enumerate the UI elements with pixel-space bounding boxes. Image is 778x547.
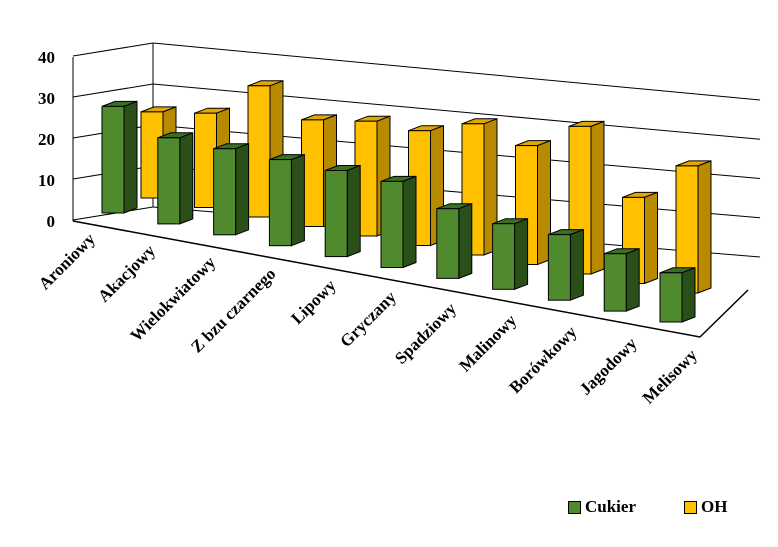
floor-edge xyxy=(72,220,749,338)
bar-cukier-9 xyxy=(603,247,640,312)
bar-oh-10 xyxy=(675,160,712,294)
y-tick-label: 30 xyxy=(38,89,55,108)
gridline xyxy=(152,83,761,140)
legend-swatch-oh xyxy=(684,500,697,514)
legend-swatch-cukier xyxy=(568,500,581,514)
bar-cukier-7 xyxy=(492,217,529,291)
legend-item-oh: OH xyxy=(684,497,727,517)
legend-label-oh: OH xyxy=(701,497,728,516)
bar-cukier-0 xyxy=(101,100,138,214)
x-tick-label: Melisowy xyxy=(639,345,702,408)
y-tick-label: 10 xyxy=(38,171,55,190)
legend-label-cukier: Cukier xyxy=(585,497,636,516)
bar-cukier-4 xyxy=(324,164,361,258)
x-tick-label: Aroniowy xyxy=(35,229,99,293)
y-axis-ticks: 0 10 20 30 40 xyxy=(38,48,55,231)
legend: Cukier OH xyxy=(568,497,727,517)
y-tick-label: 20 xyxy=(38,130,55,149)
x-tick-label: Jagodowy xyxy=(576,333,641,398)
x-tick-label: Lipowy xyxy=(287,275,340,328)
bars xyxy=(101,80,712,323)
legend-item-cukier: Cukier xyxy=(568,497,636,517)
bar-cukier-1 xyxy=(157,132,194,225)
bar-cukier-10 xyxy=(659,267,696,323)
bar-oh-7 xyxy=(515,139,551,266)
x-tick-label: Gryczany xyxy=(336,287,400,351)
gridline-side xyxy=(72,206,154,221)
x-tick-label: Malinowy xyxy=(455,310,520,375)
x-tick-label: Borówkowy xyxy=(506,322,581,397)
bar-cukier-2 xyxy=(213,142,250,236)
bar-oh-8 xyxy=(568,120,605,275)
y-tick-label: 40 xyxy=(38,48,55,67)
bar-cukier-3 xyxy=(268,153,305,247)
bar-cukier-6 xyxy=(436,202,473,280)
bar-cukier-8 xyxy=(547,228,584,301)
y-tick-label: 0 xyxy=(47,212,56,231)
bar-cukier-5 xyxy=(380,175,417,269)
x-tick-label: Spadziowy xyxy=(391,299,460,368)
gridline xyxy=(152,42,761,101)
gridline-side xyxy=(72,42,154,57)
x-tick-label: Akacjowy xyxy=(94,241,159,306)
gridline-side xyxy=(72,83,154,98)
